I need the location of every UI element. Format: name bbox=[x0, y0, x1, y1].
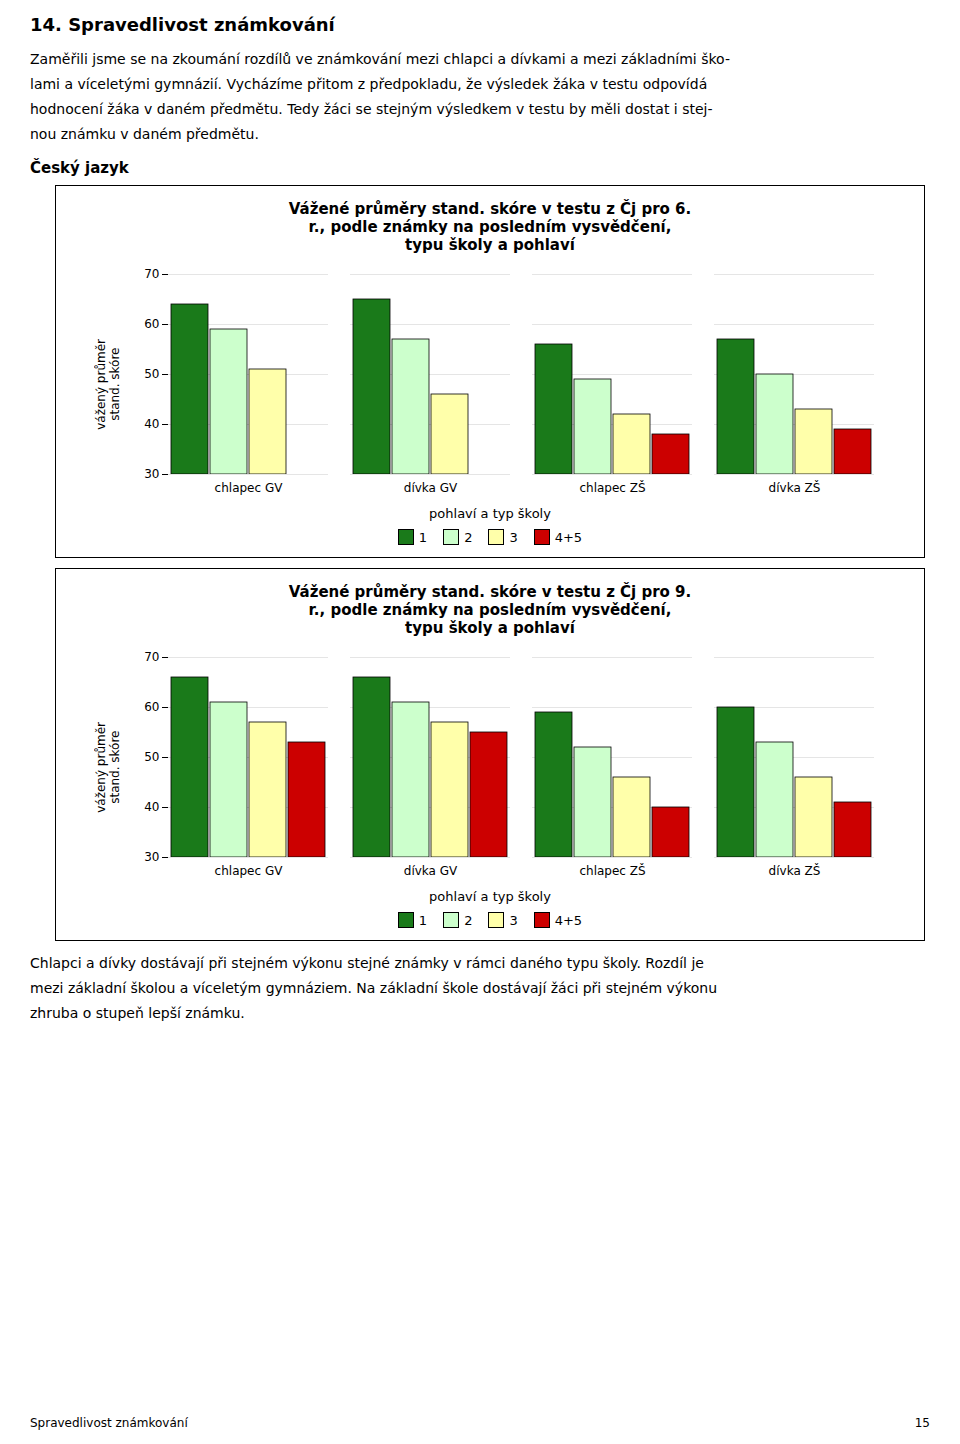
html-text:4+5: 4+5 bbox=[554, 912, 583, 928]
svg-text:dívka GV: dívka GV bbox=[404, 481, 458, 495]
svg-text:40: 40 bbox=[144, 800, 159, 814]
svg-text:dívka ZŠ: dívka ZŠ bbox=[769, 480, 821, 495]
html-text:mezi základní školou a vícelet: mezi základní školou a víceletým gymnázi… bbox=[30, 980, 718, 996]
svg-text:dívka ZŠ: dívka ZŠ bbox=[769, 863, 821, 878]
html-text:3: 3 bbox=[509, 529, 518, 545]
html-text:nou známku v daném předmětu.: nou známku v daném předmětu. bbox=[30, 126, 259, 142]
html-text:vážený průměr stand. skóre: vážený průměr stand. skóre bbox=[94, 721, 122, 813]
svg-text:60: 60 bbox=[144, 700, 159, 714]
svg-text:chlapec ZŠ: chlapec ZŠ bbox=[579, 480, 645, 495]
html-text:Vážené průměry stand. skóre v: Vážené průměry stand. skóre v testu z Čj… bbox=[288, 583, 692, 637]
html-text:1: 1 bbox=[418, 912, 428, 928]
html-text:pohlaví a typ školy: pohlaví a typ školy bbox=[429, 889, 551, 904]
svg-text:chlapec GV: chlapec GV bbox=[215, 864, 284, 878]
html-text:Spravedlivost známkování: Spravedlivost známkování bbox=[30, 1416, 188, 1430]
html-text:15: 15 bbox=[914, 1416, 930, 1430]
html-text:Zaměřili jsme se na zkoumání r: Zaměřili jsme se na zkoumání rozdílů ve … bbox=[30, 51, 730, 67]
svg-text:30: 30 bbox=[144, 850, 159, 864]
svg-text:50: 50 bbox=[144, 367, 159, 381]
svg-text:60: 60 bbox=[144, 317, 159, 331]
html-text:Chlapci a dívky dostávají při: Chlapci a dívky dostávají při stejném vý… bbox=[30, 955, 704, 971]
svg-text:chlapec ZŠ: chlapec ZŠ bbox=[579, 863, 645, 878]
svg-text:50: 50 bbox=[144, 750, 159, 764]
svg-text:30: 30 bbox=[144, 467, 159, 481]
svg-text:70: 70 bbox=[144, 650, 159, 664]
svg-text:chlapec GV: chlapec GV bbox=[215, 481, 284, 495]
html-text:14. Spravedlivost známkování: 14. Spravedlivost známkování bbox=[30, 14, 335, 35]
html-text:lami a víceletými gymnázií. Vy: lami a víceletými gymnázií. Vycházíme př… bbox=[30, 76, 708, 92]
html-text:pohlaví a typ školy: pohlaví a typ školy bbox=[429, 506, 551, 521]
html-text:zhruba o stupeň lepší známku.: zhruba o stupeň lepší známku. bbox=[30, 1005, 245, 1021]
html-text:1: 1 bbox=[418, 529, 428, 545]
html-text:2: 2 bbox=[464, 529, 473, 545]
html-text:Český jazyk: Český jazyk bbox=[30, 159, 129, 177]
html-text:Vážené průměry stand. skóre v: Vážené průměry stand. skóre v testu z Čj… bbox=[288, 200, 692, 254]
html-text:2: 2 bbox=[464, 912, 473, 928]
svg-text:dívka GV: dívka GV bbox=[404, 864, 458, 878]
svg-text:40: 40 bbox=[144, 417, 159, 431]
html-text:hodnocení žáka v daném předmět: hodnocení žáka v daném předmětu. Tedy žá… bbox=[30, 101, 713, 117]
html-text:vážený průměr stand. skóre: vážený průměr stand. skóre bbox=[94, 338, 122, 430]
svg-text:70: 70 bbox=[144, 267, 159, 281]
html-text:3: 3 bbox=[509, 912, 518, 928]
html-text:4+5: 4+5 bbox=[554, 529, 583, 545]
